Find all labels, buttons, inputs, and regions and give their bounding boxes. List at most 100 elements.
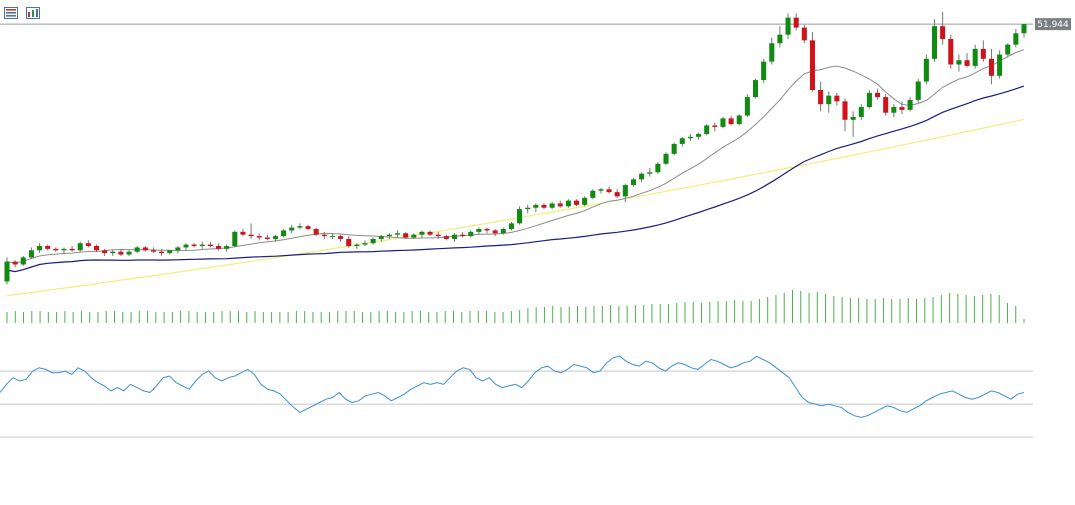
candle	[150, 247, 156, 254]
candle	[606, 186, 612, 194]
candle	[964, 53, 970, 68]
candle	[248, 223, 254, 239]
candle	[118, 248, 124, 256]
candle-body	[4, 261, 10, 282]
candle	[752, 78, 759, 99]
candle	[305, 224, 311, 231]
candle-body	[696, 133, 702, 137]
candle-body	[573, 200, 580, 205]
candle-body	[655, 163, 661, 173]
candle-body	[199, 244, 205, 247]
candle-body	[53, 248, 59, 251]
candle-body	[565, 200, 571, 207]
candle-body	[525, 207, 531, 210]
candle	[639, 172, 645, 183]
candle-body	[411, 234, 417, 238]
candle	[102, 248, 108, 256]
candle-body	[476, 229, 482, 232]
candle-body	[370, 238, 376, 244]
candle-body	[338, 236, 344, 239]
candle	[809, 31, 815, 92]
candle-body	[460, 234, 466, 237]
candle	[264, 234, 270, 241]
candle-body	[590, 190, 596, 198]
candle-body	[45, 246, 51, 249]
candle-body	[443, 236, 449, 239]
candle-body	[272, 236, 279, 239]
candle	[134, 246, 140, 254]
candle	[232, 230, 238, 248]
candle	[915, 78, 921, 103]
candle	[736, 114, 742, 126]
candle	[460, 231, 466, 238]
candle-body	[997, 54, 1003, 76]
candle-body	[346, 238, 352, 247]
candle	[956, 54, 962, 72]
candle	[720, 116, 726, 129]
candle-body	[988, 58, 994, 76]
candle	[321, 231, 327, 239]
candle-body	[541, 204, 547, 208]
candle	[655, 162, 661, 174]
candle-body	[891, 107, 897, 113]
candle-body	[883, 97, 889, 113]
candle	[858, 104, 864, 120]
candle-body	[484, 229, 490, 231]
candle-body	[940, 26, 946, 39]
candle	[997, 50, 1003, 79]
price-label-text: 51.944	[1037, 20, 1069, 30]
candle-body	[533, 204, 539, 208]
candle	[370, 237, 376, 245]
candle-body	[663, 153, 669, 164]
candle	[167, 250, 173, 255]
candle	[28, 247, 34, 259]
candle-body	[191, 244, 197, 247]
candle-body	[557, 203, 563, 207]
candle-body	[582, 197, 588, 205]
candle	[696, 132, 702, 140]
candle-body	[85, 243, 91, 247]
candle-body	[785, 17, 791, 35]
candle	[20, 255, 26, 266]
candle-body	[647, 172, 653, 174]
candle-body	[1021, 24, 1027, 34]
candle-body	[313, 229, 319, 235]
candle	[451, 233, 458, 242]
candle	[93, 244, 100, 252]
candle-body	[850, 116, 856, 120]
list-view-icon[interactable]	[4, 4, 18, 19]
sma-fast-line	[6, 49, 1025, 264]
candle	[443, 234, 449, 241]
candle-body	[297, 226, 303, 228]
candle-body	[69, 248, 75, 251]
candle-body	[395, 233, 401, 235]
candle	[289, 224, 295, 234]
candle-body	[964, 60, 970, 66]
candle-body	[175, 247, 181, 251]
chart-view-icon[interactable]	[26, 4, 40, 19]
candle	[386, 233, 392, 239]
candle	[224, 244, 230, 252]
candle-body	[329, 236, 335, 238]
candle-body	[451, 234, 458, 239]
candle	[663, 152, 669, 166]
candle	[630, 177, 636, 187]
candle-body	[639, 173, 645, 180]
candle	[272, 234, 279, 242]
candle	[492, 229, 498, 237]
toolbar	[4, 4, 40, 20]
candle-body	[500, 229, 506, 234]
candle	[45, 244, 51, 251]
candle-body	[93, 246, 100, 251]
candle-body	[736, 115, 742, 125]
candle-body	[956, 60, 962, 65]
candle	[671, 142, 677, 156]
candle	[565, 199, 571, 208]
candle-body	[362, 243, 368, 245]
candle	[199, 241, 205, 249]
candle-body	[858, 107, 864, 117]
candle-body	[77, 243, 83, 251]
candle	[541, 203, 547, 210]
candle-body	[704, 125, 710, 134]
candle	[435, 231, 441, 239]
